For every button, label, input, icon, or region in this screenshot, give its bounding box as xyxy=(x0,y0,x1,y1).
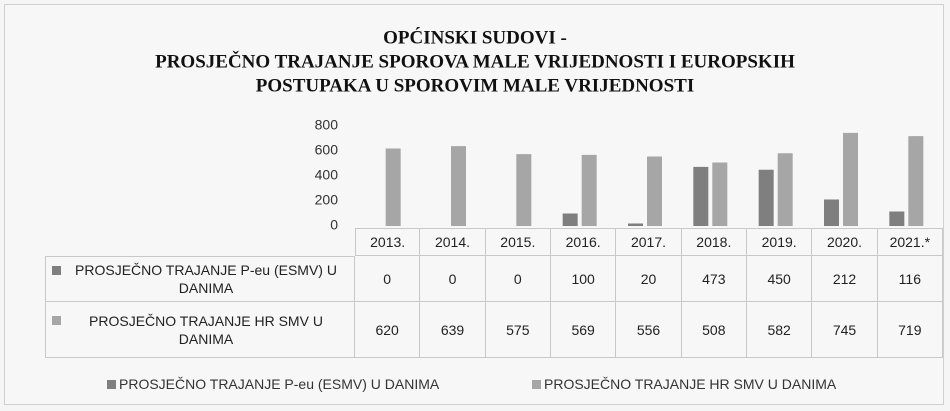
bar xyxy=(777,153,793,226)
bar xyxy=(843,132,858,226)
x-tick-label: 2017. xyxy=(616,228,682,256)
table-value: 508 xyxy=(681,302,747,358)
bar xyxy=(758,169,774,226)
table-value: 0 xyxy=(485,256,551,302)
x-tick-label: 2014. xyxy=(420,228,486,256)
table-value: 450 xyxy=(747,256,813,302)
bar xyxy=(647,156,662,226)
table-value: 212 xyxy=(812,256,878,302)
table-value: 100 xyxy=(551,256,617,302)
x-tick-label: 2020. xyxy=(812,228,878,256)
y-tick-label: 400 xyxy=(315,167,339,183)
table-value: 569 xyxy=(551,302,617,358)
bar xyxy=(516,154,532,226)
table-value: 745 xyxy=(812,302,878,358)
bar xyxy=(712,162,728,226)
row-header: PROSJEČNO TRAJANJE P-eu (ESMV) U DANIMA xyxy=(45,256,355,302)
table-value: 473 xyxy=(681,256,747,302)
chart-title: OPĆINSKI SUDOVI - xyxy=(383,26,567,48)
bar xyxy=(451,146,466,226)
bar xyxy=(889,211,905,226)
x-tick-label: 2021.* xyxy=(877,228,943,256)
bar xyxy=(824,199,839,226)
y-tick-label: 600 xyxy=(315,142,339,158)
x-tick-label: 2013. xyxy=(355,228,421,256)
bar xyxy=(385,148,401,226)
legend-swatch xyxy=(107,380,116,389)
table-value: 116 xyxy=(877,256,943,302)
table-value: 556 xyxy=(616,302,682,358)
x-tick-label: 2016. xyxy=(551,228,617,256)
legend-item: PROSJEČNO TRAJANJE HR SMV U DANIMA xyxy=(532,376,836,392)
bar xyxy=(581,154,597,226)
chart-title: PROSJEČNO TRAJANJE SPOROVA MALE VRIJEDNO… xyxy=(155,50,795,72)
table-value: 582 xyxy=(747,302,813,358)
table-value: 20 xyxy=(616,256,682,302)
y-tick-label: 0 xyxy=(330,217,338,233)
x-tick-label: 2019. xyxy=(747,228,813,256)
legend-label: PROSJEČNO TRAJANJE HR SMV U DANIMA xyxy=(544,376,837,392)
legend-swatch xyxy=(532,380,541,389)
table-value: 719 xyxy=(877,302,943,358)
table-value: 0 xyxy=(420,256,486,302)
bar xyxy=(562,213,578,226)
row-label: PROSJEČNO TRAJANJE P-eu (ESMV) U DANIMA xyxy=(75,262,337,296)
legend-swatch xyxy=(52,316,61,325)
row-label: PROSJEČNO TRAJANJE HR SMV U DANIMA xyxy=(89,312,323,347)
legend-label: PROSJEČNO TRAJANJE P-eu (ESMV) U DANIMA xyxy=(119,376,440,392)
table-value: 0 xyxy=(355,256,421,302)
row-header: PROSJEČNO TRAJANJE HR SMV U DANIMA xyxy=(45,302,355,358)
table-value: 575 xyxy=(485,302,551,358)
y-tick-label: 200 xyxy=(315,192,339,208)
x-tick-label: 2015. xyxy=(485,228,551,256)
bar xyxy=(628,223,643,226)
bar xyxy=(908,136,924,226)
legend-item: PROSJEČNO TRAJANJE P-eu (ESMV) U DANIMA xyxy=(107,376,439,392)
chart-title: POSTUPAKA U SPOROVIM MALE VRIJEDNOSTI xyxy=(256,75,694,96)
y-tick-label: 800 xyxy=(315,117,339,133)
bar xyxy=(693,166,709,226)
legend-swatch xyxy=(52,266,61,275)
table-value: 639 xyxy=(420,302,486,358)
x-tick-label: 2018. xyxy=(681,228,747,256)
table-value: 620 xyxy=(355,302,421,358)
